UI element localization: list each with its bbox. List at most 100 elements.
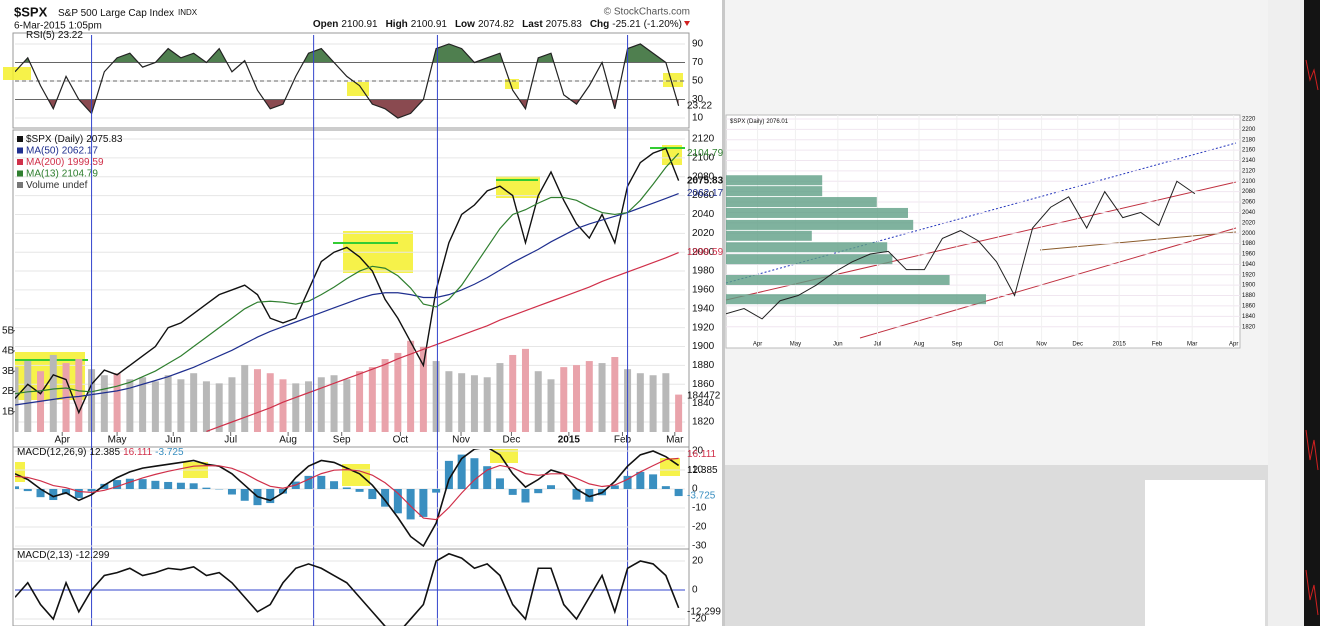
legend-entry: Volume undef xyxy=(26,180,88,191)
legend-name: $SPX (Daily) xyxy=(26,134,83,145)
macd-histogram-bar xyxy=(113,480,122,489)
macd-histogram-bar xyxy=(342,487,351,489)
volume-by-price-bar xyxy=(726,230,812,241)
x-tick-label: Mar xyxy=(1187,342,1197,348)
right-title-value: 2076.01 xyxy=(766,119,788,125)
macd2-panel xyxy=(12,548,690,626)
macd-histogram-bar xyxy=(151,480,160,489)
macd2-line xyxy=(15,552,680,626)
side-dark xyxy=(1304,0,1320,626)
legend-name: MA(200) xyxy=(26,157,64,168)
macd-histogram-bar xyxy=(189,483,198,489)
side-decor xyxy=(1305,569,1319,616)
y-tick-label: -10 xyxy=(692,503,707,514)
source: © StockCharts.com xyxy=(604,7,690,18)
x-tick-label: Jul xyxy=(224,435,237,446)
y2-tick-label: 5B xyxy=(2,325,15,336)
legend-entry: MA(200) 1999.59 xyxy=(26,157,104,168)
volume-bar xyxy=(100,375,108,432)
y-tick-label: 10 xyxy=(692,113,704,124)
volume-by-price-bar xyxy=(726,219,914,230)
volume-bar xyxy=(126,379,134,432)
side-window xyxy=(1268,0,1304,626)
y-tick-label: 1980 xyxy=(1242,241,1256,247)
volume-bar xyxy=(649,375,657,432)
legend-entry: MA(50) 2062.17 xyxy=(26,145,98,156)
x-tick-label: Sep xyxy=(333,435,351,446)
y-tick-label: 2040 xyxy=(692,209,715,220)
x-tick-label: Apr xyxy=(54,435,70,446)
y-tick-label: 2060 xyxy=(1242,200,1256,206)
volume-bar xyxy=(139,377,147,432)
macd2-legend: MACD(2,13) -12.299 xyxy=(17,550,110,561)
y-tick-label: -20 xyxy=(692,614,707,625)
volume-bar xyxy=(24,361,32,432)
macd-histogram-bar xyxy=(164,481,173,489)
quote-value: -25.21 xyxy=(612,19,641,30)
y-tick-label: 1820 xyxy=(1242,324,1256,330)
volume-bar xyxy=(534,371,542,432)
quote-label: Chg xyxy=(590,19,609,30)
y-tick-label: 2200 xyxy=(1242,127,1256,133)
side-decor xyxy=(1305,59,1319,91)
volume-bar xyxy=(470,375,478,432)
macd-histogram-bar xyxy=(202,487,211,489)
x-tick-label: May xyxy=(790,342,801,348)
volume-bar xyxy=(547,379,555,432)
volume-bar xyxy=(394,352,402,432)
macd-line xyxy=(15,449,680,548)
volume-bar xyxy=(317,377,325,432)
volume-bar xyxy=(445,371,453,432)
macd-histogram-bar xyxy=(368,488,377,500)
volume-bar xyxy=(305,381,313,432)
volume-bar xyxy=(662,373,670,432)
y-tick-label: 2080 xyxy=(1242,189,1256,195)
y-tick-label: 1900 xyxy=(1242,283,1256,289)
ma-line xyxy=(15,192,679,406)
quote: Open 2100.91 High 2100.91 Low 2074.82 Last 2075… xyxy=(313,19,682,30)
volume-bar xyxy=(202,381,210,432)
x-tick-label: Apr xyxy=(1229,342,1238,348)
quote-value: 2100.91 xyxy=(341,19,378,30)
macd-histogram-bar xyxy=(649,474,658,489)
y2-tick-label: 4B xyxy=(2,346,15,357)
ma-line xyxy=(206,252,679,432)
volume-bar xyxy=(49,354,57,432)
volume-bar xyxy=(381,359,389,432)
macd-histogram-bar xyxy=(508,488,517,495)
volume-by-price-bar xyxy=(726,186,823,197)
volume-bar xyxy=(113,373,121,432)
rsi-oversold-fill xyxy=(48,99,679,119)
macd-histogram-bar xyxy=(49,488,58,501)
y-tick-label: 1920 xyxy=(692,322,715,333)
highlight xyxy=(505,79,519,89)
legend-swatch xyxy=(17,170,23,177)
macd-histogram-bar xyxy=(100,483,109,489)
macd-histogram-bar xyxy=(330,481,339,489)
volume-bar xyxy=(330,375,338,432)
macd-value: 16.111 xyxy=(123,447,153,458)
y-tick-label: 1940 xyxy=(692,303,715,314)
volume-bar xyxy=(279,379,287,432)
volume-bar xyxy=(521,348,529,432)
legend-entry: MA(13) 2104.79 xyxy=(26,168,98,179)
index-name: S&P 500 Large Cap Index INDX xyxy=(58,8,198,19)
x-tick-label: May xyxy=(108,435,127,446)
x-tick-label: Sep xyxy=(952,342,963,348)
y-tick-label: 90 xyxy=(692,39,704,50)
volume-bar xyxy=(15,367,19,432)
macd-histogram-bar xyxy=(125,478,134,489)
macd-histogram-bar xyxy=(432,488,441,493)
macd-histogram-bar xyxy=(610,485,619,489)
y-tick-label: 2140 xyxy=(1242,158,1256,164)
macd-histogram-bar xyxy=(279,488,287,494)
macd-line xyxy=(15,457,679,521)
macd-histogram-bar xyxy=(304,475,313,489)
last-value-tag: 1999.59 xyxy=(687,247,724,258)
y-tick-label: 1880 xyxy=(692,360,715,371)
trend-line xyxy=(1039,231,1237,251)
rsi-line xyxy=(15,43,680,119)
change-pct: (-1.20%) xyxy=(644,19,682,30)
right-plot xyxy=(726,175,1196,320)
